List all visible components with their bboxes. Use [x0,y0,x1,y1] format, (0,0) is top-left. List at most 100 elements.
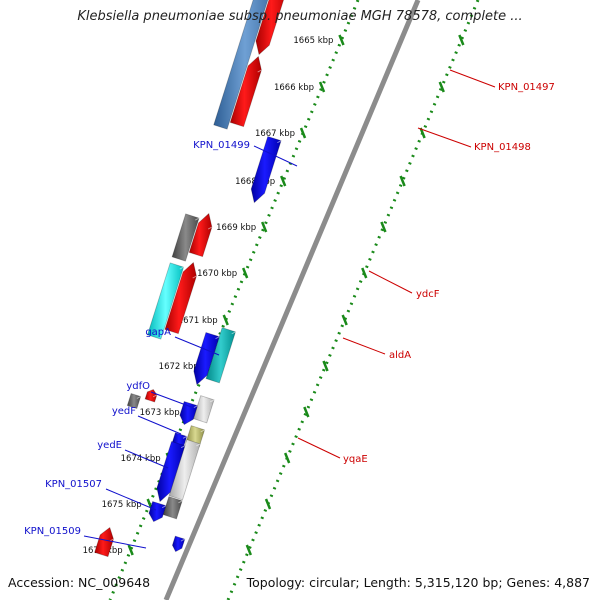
gene-block-red-lower-shape[interactable] [164,261,197,335]
gene-block-red-upper[interactable] [188,212,213,258]
gene-block-red-bottom-shape[interactable] [94,526,114,558]
gene-block-ydcf[interactable] [171,213,200,262]
gene-block-yqae-red-bevel [152,394,158,398]
tick-label: 1669 kbp [216,223,256,233]
leader-line-kpn01498 [417,127,472,148]
gene-block-gapa-shape[interactable] [205,327,236,384]
gene-block-yedf-shape[interactable] [179,400,199,426]
tick-label: 1673 kbp [140,408,180,418]
gene-block-blue-long-shape[interactable] [156,440,186,503]
gene-block-kpn01499-shape[interactable] [250,135,282,204]
tick-label: 1671 kbp [178,316,218,326]
tick-label: 1672 kbp [159,362,199,372]
leader-line-yqae [297,437,341,459]
gene-label-kpn01498[interactable]: KPN_01498 [474,142,531,153]
leader-line-kpn01497 [449,69,496,88]
leader-line-kpn01509 [83,535,147,549]
gene-block-yedf-bevel [193,405,198,409]
tick-mark [245,544,252,556]
tick-mark [361,267,368,279]
gene-block-red-upper-bevel [207,226,213,230]
tick-mark [338,34,345,46]
gene-block-ydfo[interactable] [192,395,215,424]
gene-block-silver-long-shape[interactable] [168,439,201,501]
tick-mark [264,498,272,510]
leader-line-ydfo [150,391,195,409]
tick-label: 1666 kbp [274,83,314,93]
gene-block-kpn01498-red-bevel [257,69,262,73]
gene-label-kpn01499[interactable]: KPN_01499 [193,140,250,151]
tick-mark [303,406,310,418]
gene-block-yqae[interactable] [126,393,142,410]
gene-label-kpn01509[interactable]: KPN_01509 [24,526,81,537]
gene-block-kpn01499[interactable] [250,135,282,204]
genome-backbone [163,0,421,600]
tick-mark [127,544,134,556]
gene-label-ydfo[interactable]: ydfO [126,381,150,392]
tick-mark [380,221,387,233]
gene-block-alda-bevel [179,266,184,270]
tick-label: 1667 kbp [255,129,295,139]
gene-block-kpn01507-blue-shape[interactable] [148,500,167,523]
tick-label: 1674 kbp [121,454,161,464]
gene-block-ydfo-shape[interactable] [192,395,215,424]
gene-label-yedf[interactable]: yedF [112,406,136,417]
gene-block-blue-gapa-bevel [215,336,220,340]
map-title: Klebsiella pneumoniae subsp. pneumoniae … [77,9,523,24]
gene-block-kpn01497-steel-shape[interactable] [213,0,276,130]
gene-label-kpn01497[interactable]: KPN_01497 [498,82,555,93]
tick-label: 1665 kbp [293,36,333,46]
leader-line-yedf [137,415,182,435]
gene-block-blue-long-bevel [180,445,186,449]
gene-label-kpn01507[interactable]: KPN_01507 [45,479,102,490]
gene-block-kpn01497-red[interactable] [255,0,290,56]
gene-block-yqae-shape[interactable] [126,393,142,410]
gene-block-red-lower[interactable] [164,261,197,335]
gene-block-kpn01498-red-shape[interactable] [229,55,262,128]
gene-block-alda[interactable] [146,262,185,340]
gene-label-ydcf[interactable]: ydcF [416,289,440,300]
gene-block-kpn01509[interactable] [171,535,186,553]
gene-block-blue-gapa-shape[interactable] [193,331,220,386]
tick-label: 1670 kbp [197,269,237,279]
gene-block-kpn01497-steel[interactable] [213,0,276,130]
gene-block-blue-gapa[interactable] [193,331,220,386]
gene-block-gapa[interactable] [205,327,236,384]
gene-block-red-bottom[interactable] [94,526,114,558]
tick-mark [458,34,465,46]
gene-label-gapa[interactable]: gapA [145,327,171,338]
leader-line-kpn01507 [105,488,157,511]
gene-label-yqae[interactable]: yqaE [343,454,368,465]
gene-label-alda[interactable]: aldA [389,350,411,361]
tick-mark [241,267,249,279]
gene-label-yede[interactable]: yedE [97,440,122,451]
gene-block-kpn01507[interactable] [162,496,183,520]
gene-block-ydcf-shape[interactable] [171,213,200,262]
gene-block-kpn01499-bevel [277,140,282,144]
tick-mark [322,360,329,372]
tick-mark [280,175,287,187]
tick-mark [318,81,326,93]
gene-block-kpn01497-red-shape[interactable] [255,0,290,56]
gene-block-kpn01507-blue-bevel [161,505,167,509]
tick-mark [399,175,406,187]
gene-block-blue-long[interactable] [156,440,186,503]
tick-mark [261,221,268,233]
leader-line-alda [342,337,386,355]
gene-block-alda-shape[interactable] [146,262,185,340]
tick-mark [284,452,291,464]
gene-block-yedf[interactable] [179,400,199,426]
gene-block-red-upper-shape[interactable] [188,212,213,258]
gene-block-kpn01507-shape[interactable] [162,496,183,520]
gene-block-kpn01509-shape[interactable] [171,535,186,553]
genome-summary-text: Topology: circular; Length: 5,315,120 bp… [246,575,590,590]
gene-block-kpn01509-bevel [180,538,186,542]
tick-mark [341,314,348,326]
accession-text: Accession: NC_009648 [8,575,151,590]
gene-block-silver-long[interactable] [168,439,201,501]
gene-block-red-lower-bevel [192,275,197,279]
gene-block-kpn01507-blue[interactable] [148,500,167,523]
gene-block-kpn01498-red[interactable] [229,55,262,128]
